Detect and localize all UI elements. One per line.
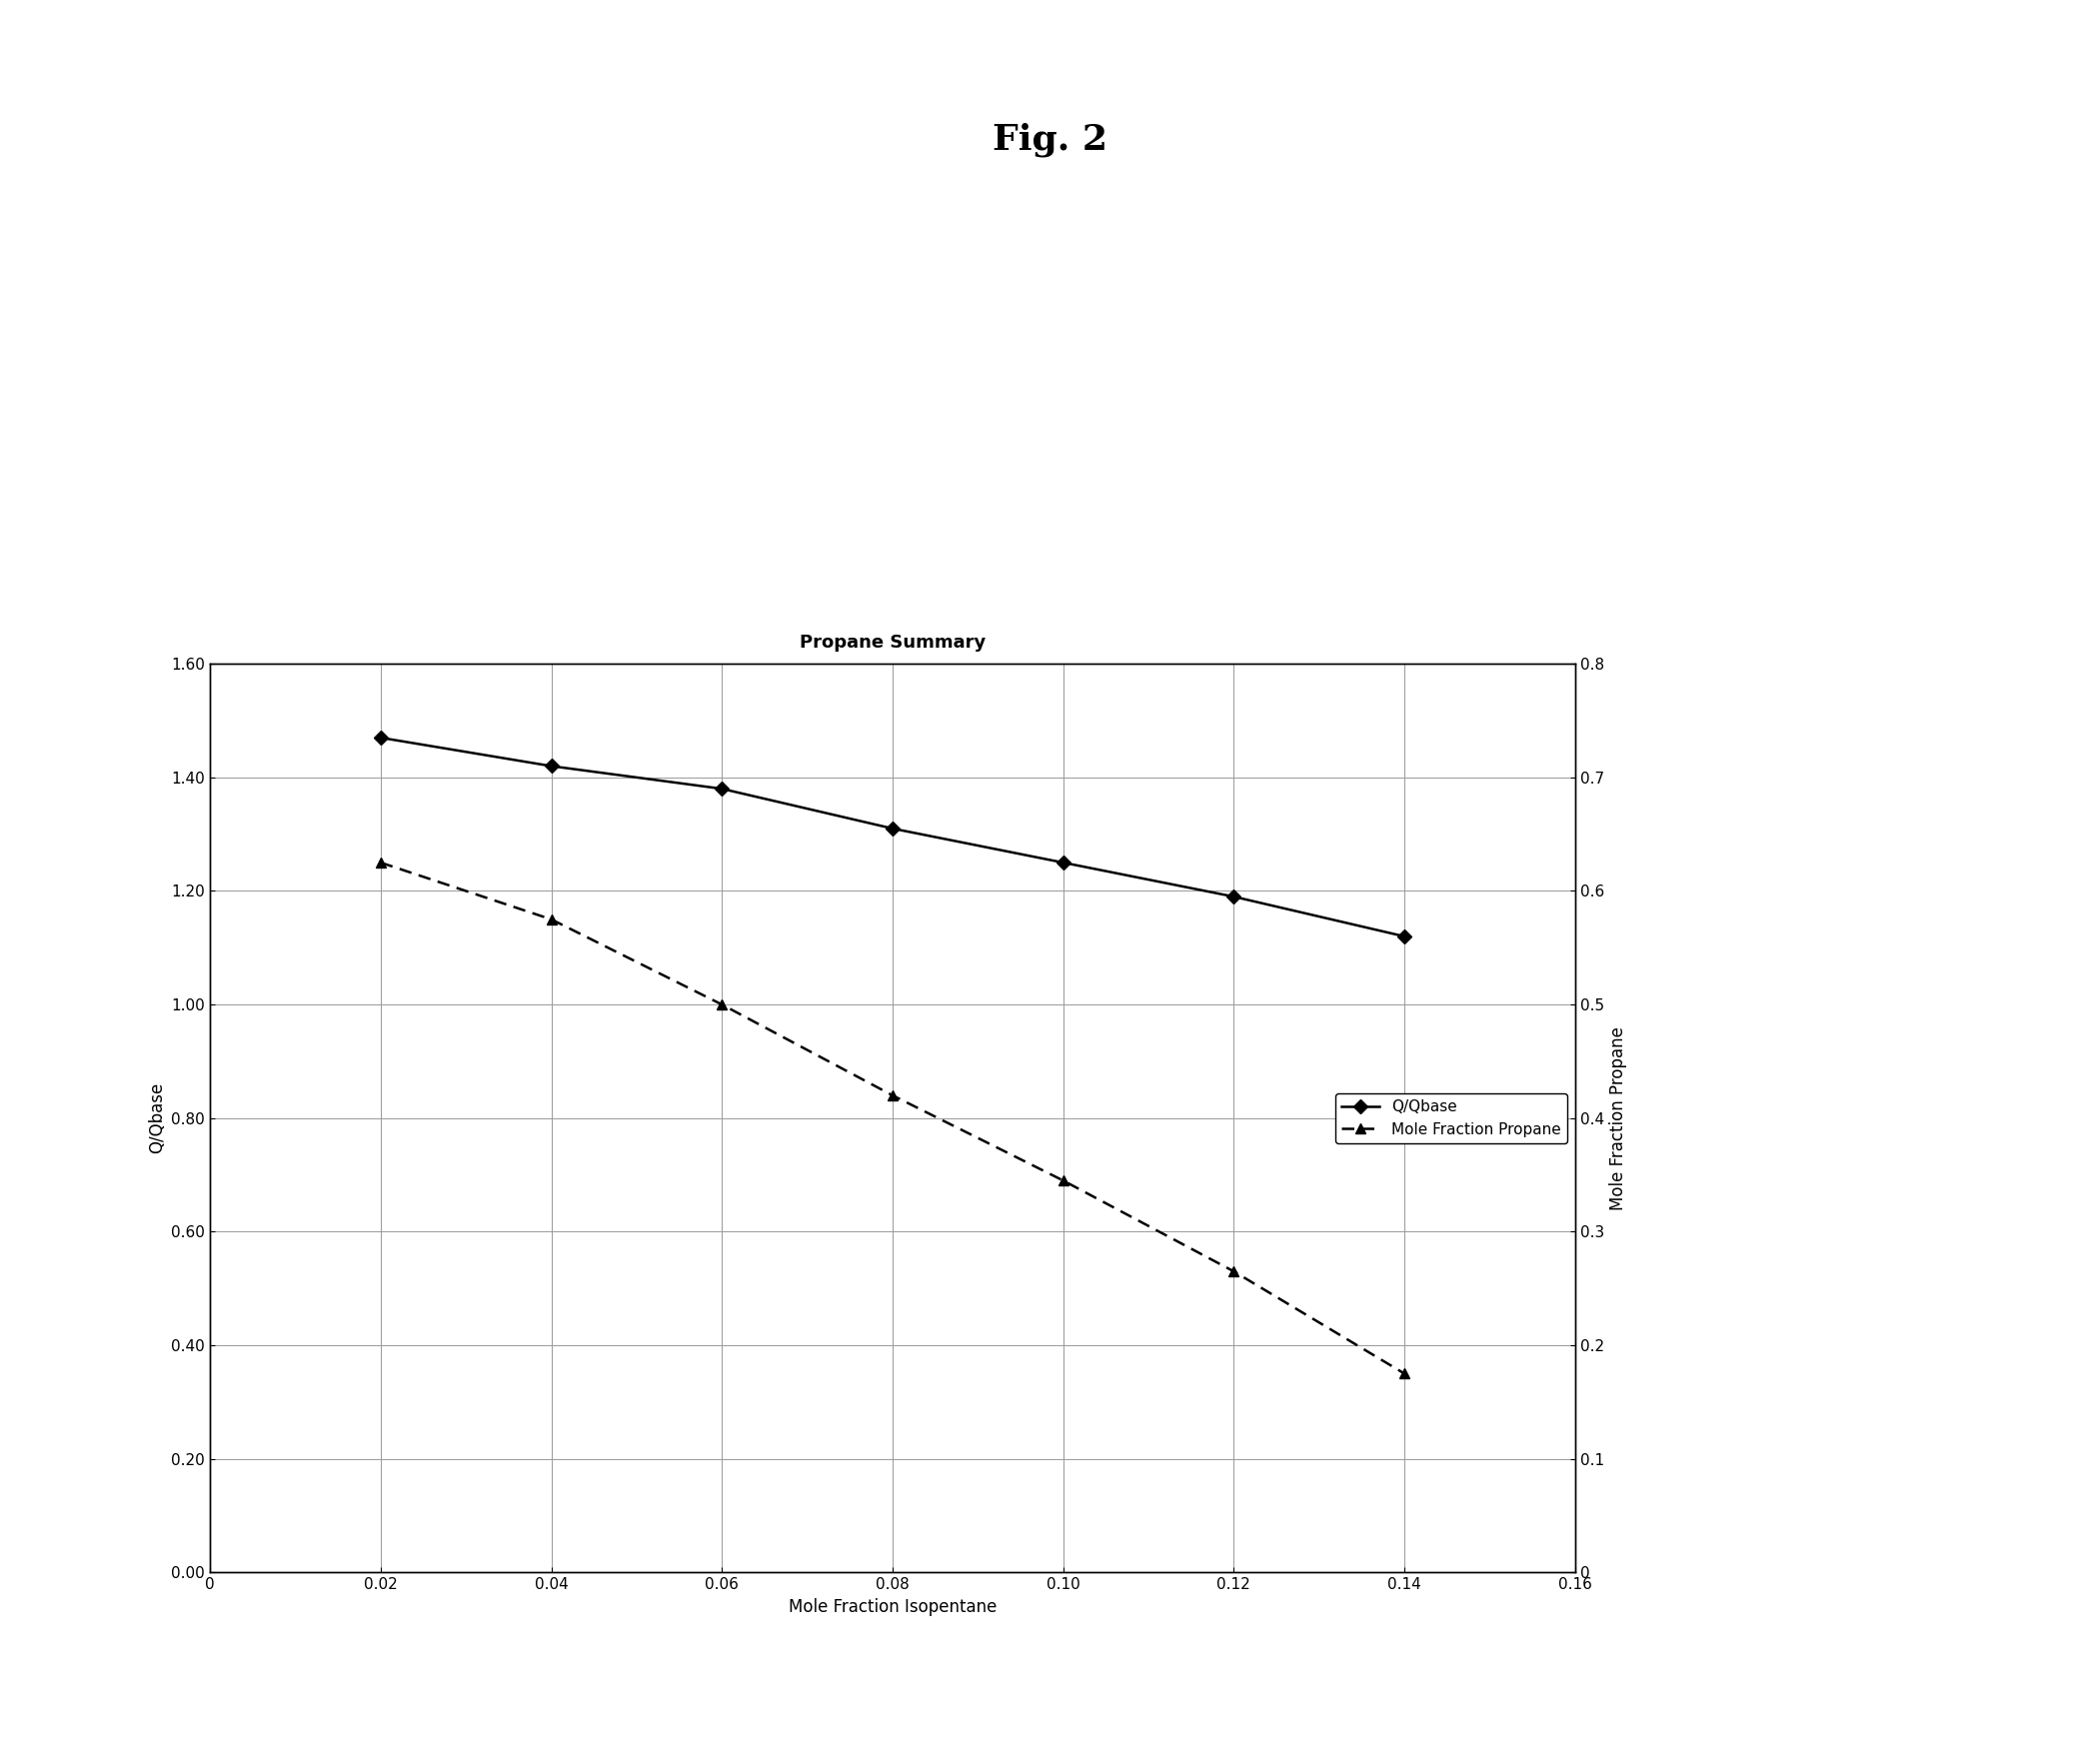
X-axis label: Mole Fraction Isopentane: Mole Fraction Isopentane xyxy=(788,1599,997,1616)
Y-axis label: Mole Fraction Propane: Mole Fraction Propane xyxy=(1611,1025,1628,1211)
Y-axis label: Q/Qbase: Q/Qbase xyxy=(147,1083,166,1153)
Q/Qbase xyxy=(538,755,563,776)
Q/Qbase xyxy=(367,727,393,748)
Mole Fraction Propane xyxy=(1050,1170,1075,1191)
Mole Fraction Propane xyxy=(880,1085,905,1106)
Q/Qbase xyxy=(1050,853,1075,874)
Mole Fraction Propane xyxy=(1392,1363,1418,1384)
Title: Propane Summary: Propane Summary xyxy=(800,632,985,652)
Q/Qbase xyxy=(880,818,905,839)
Mole Fraction Propane xyxy=(367,853,393,874)
Q/Qbase xyxy=(710,779,735,800)
Line: Q/Qbase: Q/Qbase xyxy=(376,732,1409,942)
Mole Fraction Propane xyxy=(538,908,563,929)
Mole Fraction Propane xyxy=(1222,1261,1247,1282)
Q/Qbase xyxy=(1392,926,1418,947)
Text: Fig. 2: Fig. 2 xyxy=(993,122,1107,157)
Line: Mole Fraction Propane: Mole Fraction Propane xyxy=(376,858,1409,1378)
Legend: Q/Qbase, Mole Fraction Propane: Q/Qbase, Mole Fraction Propane xyxy=(1336,1094,1567,1143)
Q/Qbase xyxy=(1222,886,1247,907)
Mole Fraction Propane xyxy=(710,994,735,1015)
